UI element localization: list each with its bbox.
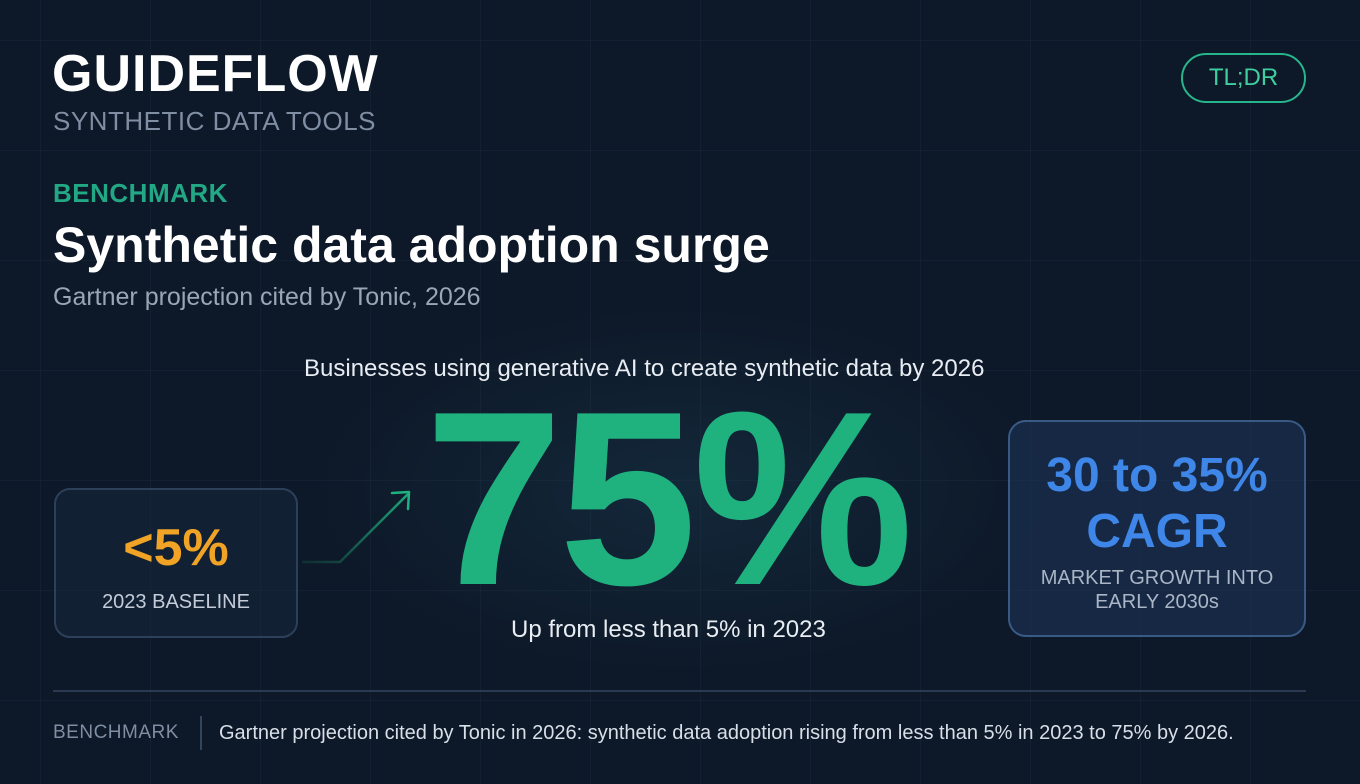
main-stat-note: Up from less than 5% in 2023	[511, 616, 826, 643]
section-kicker: BENCHMARK	[53, 178, 228, 208]
main-stat-caption: Businesses using generative AI to create…	[304, 355, 985, 382]
background-glow	[300, 300, 1060, 680]
brand-logo-text: GUIDEFLOW	[52, 45, 379, 103]
page-subtitle: Gartner projection cited by Tonic, 2026	[53, 283, 481, 311]
brand-subtitle: SYNTHETIC DATA TOOLS	[53, 106, 377, 136]
baseline-value: <5%	[123, 519, 229, 577]
growth-value-line2: CAGR	[1086, 505, 1228, 558]
baseline-card: <5% 2023 BASELINE	[54, 488, 298, 638]
growth-value-line1: 30 to 35%	[1046, 449, 1268, 502]
footer-divider	[53, 690, 1306, 692]
baseline-label: 2023 BASELINE	[102, 591, 250, 613]
arrow-up-right-icon	[302, 490, 411, 564]
tldr-badge[interactable]: TL;DR	[1181, 53, 1306, 103]
main-stat-value: 75%	[425, 359, 913, 637]
growth-label: MARKET GROWTH INTO EARLY 2030s	[1040, 567, 1274, 613]
footer-tag: BENCHMARK	[53, 722, 179, 743]
footer-separator	[200, 716, 202, 750]
growth-card: 30 to 35% CAGR MARKET GROWTH INTO EARLY …	[1008, 420, 1306, 637]
footer-summary: Gartner projection cited by Tonic in 202…	[219, 722, 1234, 744]
page-title: Synthetic data adoption surge	[53, 217, 770, 273]
